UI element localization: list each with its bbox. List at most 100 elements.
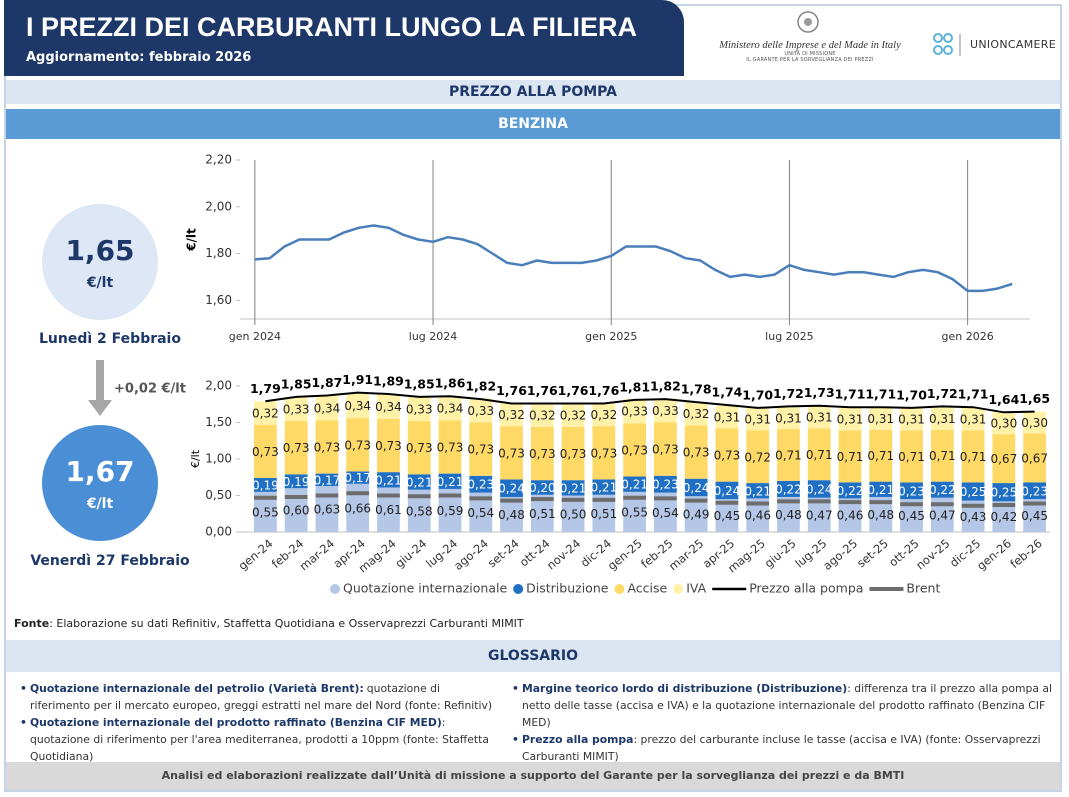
bar-segment (838, 498, 862, 532)
data-label: 0,50 (560, 507, 587, 521)
data-label: 0,21 (867, 483, 894, 497)
data-label: 0,71 (775, 448, 802, 462)
data-label: 0,23 (467, 478, 494, 492)
y-tick-label: 2,00 (205, 379, 232, 393)
term: Quotazione internazionale del prodotto r… (30, 716, 442, 729)
bar-segment (930, 497, 954, 532)
bar-segment (377, 472, 400, 488)
data-label: 0,51 (529, 507, 556, 521)
data-label: 1,82 (650, 379, 681, 394)
data-label: 0,21 (375, 473, 402, 487)
price-line (254, 224, 1013, 293)
data-label: 0,33 (406, 402, 433, 416)
bar-segment (1023, 433, 1046, 483)
data-label: 0,73 (344, 438, 371, 452)
data-label: 0,67 (1021, 451, 1048, 465)
bar-segment (900, 430, 923, 483)
bar-segment (992, 434, 1016, 484)
data-label: 0,73 (437, 440, 464, 454)
data-label: 1,70 (742, 387, 773, 402)
bar-segment (469, 398, 493, 423)
term: Margine teorico lordo di distribuzione (… (522, 682, 848, 695)
bar-segment (500, 402, 523, 427)
data-label: 1,91 (342, 372, 373, 387)
data-label: 0,23 (652, 478, 679, 492)
data-label: 0,33 (621, 405, 648, 419)
data-label: 0,48 (498, 508, 525, 522)
data-label: 1,72 (927, 386, 958, 401)
y-tick-label: 1,60 (205, 293, 232, 307)
data-label: 0,73 (714, 448, 741, 462)
legend-label: IVA (686, 581, 706, 596)
data-label: 0,34 (437, 401, 464, 415)
data-label: 0,59 (437, 504, 464, 518)
bar-segment (777, 496, 800, 532)
data-label: 0,30 (990, 417, 1017, 431)
bar-segment (469, 492, 493, 532)
bar-segment (500, 426, 523, 480)
bar-segment (715, 405, 739, 429)
data-label: 0,51 (590, 507, 617, 521)
bar-segment (746, 483, 770, 499)
data-label: 0,73 (252, 445, 279, 459)
x-tick-label: ago-25 (820, 536, 860, 573)
data-label: 0,33 (283, 402, 310, 416)
data-label: 0,32 (683, 407, 710, 421)
data-label: 0,19 (283, 475, 310, 489)
data-label: 0,25 (990, 486, 1017, 500)
start-price: 1,65 (65, 234, 134, 267)
data-label: 1,78 (681, 382, 712, 397)
data-label: 0,73 (498, 446, 525, 460)
bar-segment (684, 496, 708, 532)
bar-segment (377, 394, 400, 419)
emblem (797, 11, 819, 33)
data-label: 0,30 (1021, 416, 1048, 430)
bar-segment (838, 407, 862, 431)
bar-segment (838, 482, 862, 499)
x-tick-label: nov-25 (913, 536, 952, 572)
bar-segment (654, 422, 677, 476)
bar-segment (684, 478, 708, 497)
legend-marker (673, 584, 684, 594)
bar-segment (746, 498, 770, 532)
data-label: 0,48 (775, 508, 802, 522)
x-tick-label: set-25 (854, 536, 891, 570)
arrow (88, 360, 112, 416)
glossary-item: • Quotazione internazionale del prodotto … (20, 716, 489, 763)
data-label: 1,74 (712, 384, 743, 399)
data-label: 1,89 (373, 374, 404, 389)
bar-segment (284, 421, 308, 475)
data-label: 0,33 (652, 404, 679, 418)
bar-segment (623, 423, 646, 477)
data-label: 0,32 (590, 408, 617, 422)
data-label: 1,85 (281, 376, 312, 391)
bar-segment (930, 481, 954, 498)
bar-segment (900, 407, 923, 431)
x-tick-label: gen 2026 (942, 330, 994, 343)
bar-segment (530, 403, 554, 427)
end-date: Venerdì 27 Febbraio (30, 553, 190, 569)
bar-segment (315, 486, 339, 532)
x-tick-label: gen 2024 (229, 330, 281, 343)
legend-marker (330, 584, 340, 594)
x-tick-label: giu-25 (762, 536, 799, 570)
x-tick-label: lug 2025 (765, 330, 814, 343)
glossary-item: • Quotazione internazionale del petrolio … (20, 682, 493, 712)
data-label: 1,76 (527, 383, 558, 398)
glossary-item: • Margine teorico lordo di distribuzione … (512, 682, 1052, 729)
data-label: 0,31 (837, 413, 864, 427)
bar-segment (1023, 411, 1046, 434)
data-label: 0,17 (314, 473, 341, 487)
data-label: 0,21 (560, 481, 587, 495)
bar-segment (654, 398, 677, 423)
data-label: 0,61 (375, 503, 402, 517)
bar-segment (869, 496, 893, 532)
bar-segment (1023, 482, 1046, 500)
source-label: Fonte (14, 617, 50, 630)
data-label: 0,54 (652, 506, 679, 520)
data-label: 1,64 (988, 392, 1019, 407)
bar-segment (346, 483, 370, 532)
bar-segment (407, 489, 431, 532)
x-tick-label: gen 2025 (585, 330, 637, 343)
